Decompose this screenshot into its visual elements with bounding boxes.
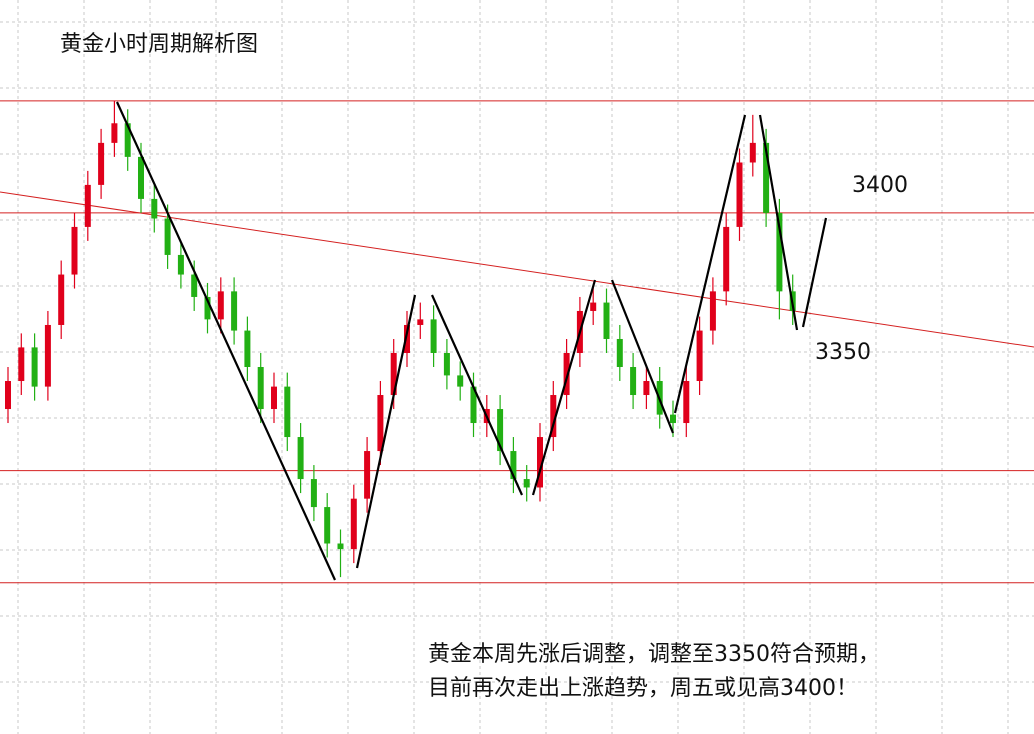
candle-body bbox=[563, 352, 570, 396]
wave-line bbox=[673, 114, 747, 414]
note-line: 黄金本周先涨后调整，调整至3350符合预期， bbox=[428, 642, 880, 667]
candle-body bbox=[696, 330, 703, 382]
candle-body bbox=[18, 347, 25, 382]
candle-body bbox=[723, 226, 730, 292]
wave-line bbox=[758, 114, 799, 331]
candle-body bbox=[709, 291, 716, 331]
candle-body bbox=[670, 414, 676, 424]
wave-line bbox=[531, 279, 597, 496]
level-annotation: 3400 bbox=[852, 173, 908, 198]
note-line: 目前再次走出上涨趋势，周五或见高3400！ bbox=[428, 676, 858, 701]
candle-body bbox=[377, 395, 384, 452]
candle-body bbox=[350, 498, 357, 550]
candle-body bbox=[31, 347, 38, 387]
candle-body bbox=[404, 324, 410, 353]
candle-body bbox=[271, 386, 277, 410]
candle-body bbox=[98, 142, 105, 185]
chart-title: 黄金小时周期解析图 bbox=[60, 32, 258, 57]
wave-line bbox=[610, 279, 675, 434]
candle-body bbox=[590, 302, 597, 311]
candle-body bbox=[138, 156, 144, 199]
candle-body bbox=[337, 543, 344, 550]
candle-body bbox=[497, 409, 504, 452]
candle-body bbox=[776, 212, 783, 292]
candles bbox=[5, 100, 796, 578]
levels bbox=[0, 100, 1034, 584]
candle-body bbox=[510, 451, 517, 480]
wave-line bbox=[355, 294, 417, 569]
candle-body bbox=[643, 381, 650, 396]
candle-body bbox=[244, 330, 251, 367]
candle-body bbox=[310, 479, 317, 508]
candle-body bbox=[616, 338, 623, 367]
wave-line bbox=[430, 294, 524, 496]
candle-body bbox=[297, 437, 304, 480]
candle-body bbox=[430, 319, 437, 353]
candle-body bbox=[470, 386, 477, 424]
candle-body bbox=[364, 451, 371, 499]
candle-body bbox=[217, 291, 224, 320]
candle-body bbox=[630, 367, 637, 396]
candle-body bbox=[749, 142, 756, 163]
candle-body bbox=[151, 198, 158, 219]
candle-body bbox=[231, 291, 238, 331]
wave-line bbox=[115, 101, 337, 581]
candle-body bbox=[523, 479, 530, 488]
candle-body bbox=[5, 381, 11, 410]
candle-body bbox=[204, 296, 211, 320]
candle-body bbox=[58, 274, 65, 325]
candle-body bbox=[736, 162, 743, 227]
candle-body bbox=[71, 226, 78, 275]
candle-body bbox=[443, 352, 450, 376]
candle-body bbox=[111, 123, 118, 143]
candle-body bbox=[124, 123, 131, 157]
candle-body bbox=[457, 375, 464, 387]
level-annotation: 3350 bbox=[815, 340, 871, 365]
candle-body bbox=[191, 274, 198, 297]
candle-body bbox=[550, 395, 557, 438]
candle-body bbox=[257, 367, 264, 410]
candle-body bbox=[324, 507, 331, 544]
trend-line bbox=[0, 191, 1034, 348]
candle-body bbox=[284, 386, 291, 438]
wave-lines bbox=[115, 101, 828, 581]
candle-body bbox=[417, 319, 424, 325]
candle-body bbox=[763, 142, 770, 213]
candle-body bbox=[683, 381, 690, 424]
candle-body bbox=[84, 184, 91, 227]
wave-line bbox=[801, 217, 828, 328]
candle-body bbox=[164, 218, 171, 255]
candle-body bbox=[44, 324, 51, 387]
candle-body bbox=[177, 254, 184, 275]
candle-body bbox=[603, 302, 610, 339]
candle-body bbox=[390, 352, 397, 396]
candle-body bbox=[537, 437, 543, 488]
